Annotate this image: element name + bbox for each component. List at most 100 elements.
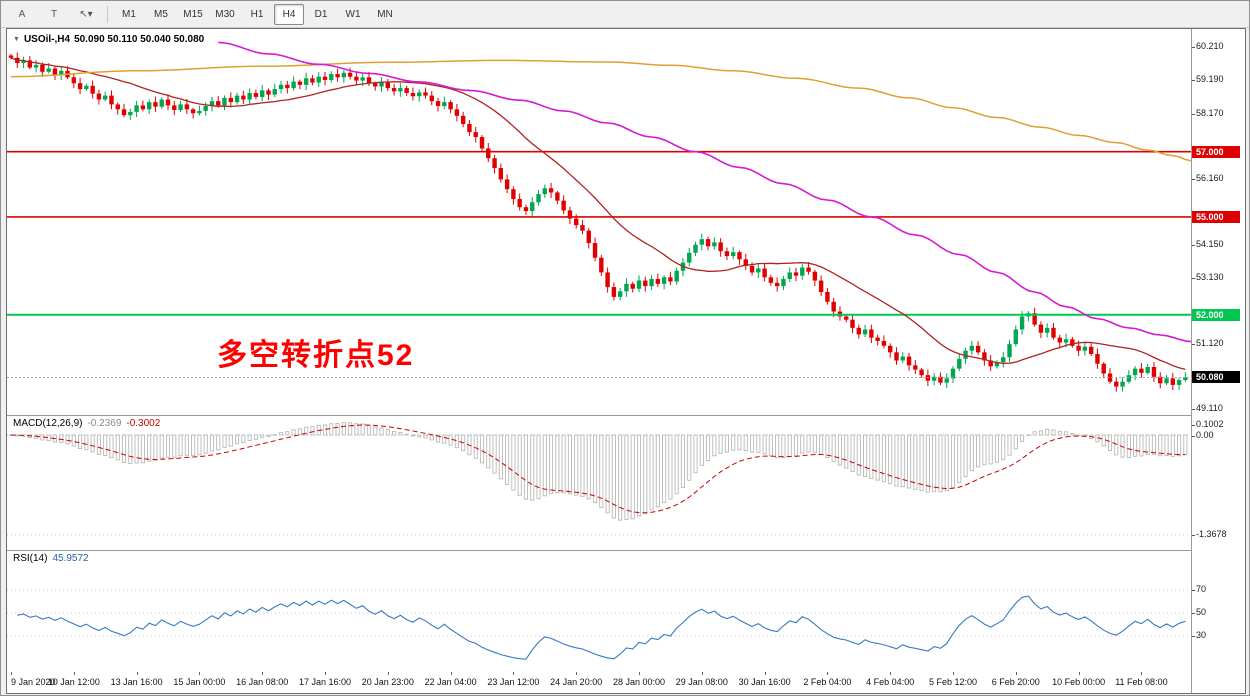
panel-separator[interactable] <box>7 415 1245 416</box>
axis-tick <box>1192 436 1195 437</box>
timeframe-button-group: M1 M5 M15 M30 H1 H4 D1 W1 MN <box>113 3 401 25</box>
time-axis-tick <box>325 672 326 675</box>
symbol-period-label: USOil-,H4 <box>23 34 71 45</box>
axis-tick <box>1192 277 1195 279</box>
annotation-tool-button[interactable]: A <box>18 8 26 20</box>
time-axis-tick <box>1015 672 1017 675</box>
timeframe-mn-button[interactable]: MN <box>377 8 393 20</box>
time-axis-tick <box>73 672 75 675</box>
time-axis-label: 5 Feb 12:00 <box>928 677 978 687</box>
time-axis-tick <box>576 672 578 675</box>
price-axis-label: 54.150 <box>1196 238 1224 249</box>
price-axis-label: 53.130 <box>1196 271 1224 282</box>
timeframe-w1-button[interactable]: W1 <box>345 8 361 20</box>
axis-tick <box>1192 636 1195 637</box>
timeframe-m1-button[interactable]: M1 <box>122 8 136 20</box>
time-axis-tick <box>262 672 264 675</box>
axis-tick <box>1192 113 1195 115</box>
time-axis-tick <box>1078 672 1080 675</box>
axis-tick <box>1192 590 1195 591</box>
macd-main-value: -0.2369 <box>87 418 122 429</box>
rsi-level-label: 30 <box>1196 630 1207 640</box>
toolbar-separator <box>107 5 108 23</box>
rsi-name: RSI(14) <box>13 553 48 564</box>
time-axis-label: 4 Feb 04:00 <box>866 677 915 687</box>
time-axis-tick <box>827 672 829 675</box>
ohlc-values: 50.090 50.110 50.040 50.080 <box>74 34 205 45</box>
tool-button-group: A T ↖▾ <box>6 4 102 25</box>
time-axis-tick <box>450 672 452 675</box>
hline-price-badge: 52.000 <box>1192 308 1240 321</box>
time-axis-label: 17 Jan 16:00 <box>298 677 352 687</box>
rsi-label: RSI(14) 45.9572 <box>13 553 89 564</box>
macd-scale-zero: 0.00 <box>1196 430 1214 440</box>
time-axis-label: 10 Feb 00:00 <box>1052 677 1106 687</box>
time-axis-tick <box>136 672 138 675</box>
axis-tick <box>1192 80 1195 82</box>
macd-scale-max: 0.1002 <box>1196 419 1224 429</box>
hline-price-badge: 55.000 <box>1192 210 1240 223</box>
rsi-level-label: 70 <box>1196 584 1207 594</box>
axis-tick <box>1192 179 1195 181</box>
time-axis[interactable]: 9 Jan 2020 10 Jan 12:00 13 Jan 16:00 15 Jan… <box>7 672 1191 693</box>
timeframe-h4-button[interactable]: H4 <box>274 3 304 25</box>
time-axis-tick <box>890 672 892 675</box>
current-price-badge: 50.080 <box>1192 371 1240 384</box>
axis-tick <box>1192 47 1195 48</box>
time-axis-label: 15 Jan 00:00 <box>173 677 226 687</box>
price-axis-label: 60.210 <box>1196 41 1224 51</box>
time-axis-label: 9 Jan 2020 <box>11 677 56 687</box>
time-axis-tick <box>701 672 703 675</box>
time-axis-label: 2 Feb 04:00 <box>803 677 852 687</box>
time-axis-label: 29 Jan 08:00 <box>675 677 728 687</box>
price-axis-label: 58.170 <box>1196 107 1224 118</box>
time-axis-label: 28 Jan 00:00 <box>612 677 666 687</box>
timeframe-m5-button[interactable]: M5 <box>154 8 168 20</box>
time-axis-label: 22 Jan 04:00 <box>424 677 477 687</box>
timeframe-m30-button[interactable]: M30 <box>215 8 235 20</box>
axis-tick <box>1192 535 1195 536</box>
toolbar: A T ↖▾ M1 M5 M15 M30 H1 H4 D1 W1 MN <box>1 1 1249 28</box>
cursor-tool-button[interactable]: ↖▾ <box>79 8 93 20</box>
time-axis-label: 10 Jan 12:00 <box>47 677 100 687</box>
chart-annotation-text[interactable]: 多空转折点52 <box>217 339 415 372</box>
macd-name: MACD(12,26,9) <box>13 418 83 429</box>
collapse-icon[interactable]: ▼ <box>13 36 20 43</box>
time-axis-tick <box>639 672 640 675</box>
axis-tick <box>1192 343 1195 345</box>
rsi-value: 45.9572 <box>52 553 89 564</box>
axis-tick <box>1192 613 1195 614</box>
axis-tick <box>1192 409 1195 411</box>
macd-scale-min: -1.3678 <box>1196 529 1227 539</box>
axis-tick <box>1192 244 1195 246</box>
time-axis-tick <box>199 672 201 675</box>
price-axis[interactable]: 60.210 59.190 58.170 56.160 54.150 53.130 51.1… <box>1191 29 1245 693</box>
time-axis-label: 13 Jan 16:00 <box>110 677 163 687</box>
time-axis-label: 20 Jan 23:00 <box>361 677 414 687</box>
panel-separator[interactable] <box>7 550 1245 551</box>
timeframe-m15-button[interactable]: M15 <box>183 8 203 20</box>
time-axis-label: 24 Jan 20:00 <box>550 677 603 687</box>
time-axis-tick <box>1141 672 1143 675</box>
time-axis-tick <box>387 672 389 675</box>
time-axis-tick <box>11 672 12 675</box>
price-axis-label: 56.160 <box>1196 173 1224 184</box>
chart-area: 60.210 59.190 58.170 56.160 54.150 53.130 51.1… <box>6 28 1246 694</box>
text-tool-button[interactable]: T <box>50 8 58 20</box>
time-axis-label: 6 Feb 20:00 <box>991 677 1040 687</box>
price-axis-label: 59.190 <box>1196 74 1224 85</box>
macd-label: MACD(12,26,9) -0.2369 -0.3002 <box>13 418 160 429</box>
price-axis-label: 51.120 <box>1196 337 1224 348</box>
time-axis-label: 23 Jan 12:00 <box>487 677 540 687</box>
time-axis-label: 16 Jan 08:00 <box>236 677 289 687</box>
rsi-level-label: 50 <box>1196 607 1207 617</box>
macd-canvas[interactable] <box>7 415 1191 550</box>
timeframe-d1-button[interactable]: D1 <box>314 8 328 20</box>
chart-title: ▼ USOil-,H4 50.090 50.110 50.040 50.080 <box>13 34 204 45</box>
timeframe-h1-button[interactable]: H1 <box>250 8 264 20</box>
price-chart-canvas[interactable] <box>7 29 1191 415</box>
rsi-canvas[interactable] <box>7 550 1191 672</box>
price-axis-label: 49.110 <box>1196 403 1223 414</box>
time-axis-label: 11 Feb 08:00 <box>1115 677 1168 687</box>
